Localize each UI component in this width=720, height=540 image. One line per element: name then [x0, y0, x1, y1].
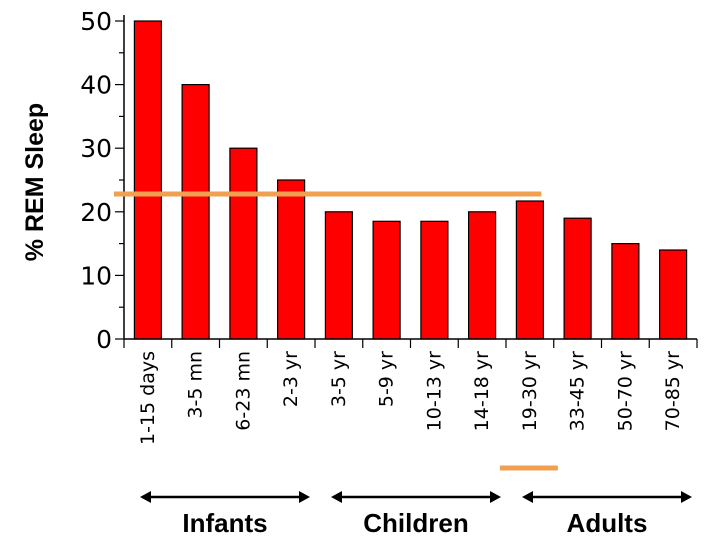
x-tick-label: 6-23 mn — [232, 351, 254, 431]
bar-3-5-mn — [181, 83, 210, 340]
bar-19-30-yr — [515, 200, 545, 340]
x-tick-label: 19-30 yr — [519, 351, 541, 431]
bar-70-85-yr — [658, 249, 688, 340]
y-tick-label: 40 — [80, 71, 112, 100]
bar-2-3-yr — [277, 179, 306, 340]
x-tick-label: 14-18 yr — [471, 351, 493, 431]
arrow-left-icon — [522, 491, 533, 503]
y-tick-label: 0 — [96, 325, 112, 354]
y-tick-label: 30 — [80, 134, 112, 163]
x-tick-label: 5-9 yr — [376, 351, 398, 407]
y-tick-label: 50 — [80, 7, 112, 36]
bar-33-45-yr — [563, 217, 592, 340]
x-tick-label: 2-3 yr — [280, 351, 302, 407]
arrow-right-icon — [681, 491, 692, 503]
bar-5-9-yr — [372, 220, 401, 340]
x-tick-label: 33-45 yr — [567, 351, 589, 431]
x-tick-label: 50-70 yr — [614, 351, 636, 431]
arrow-right-icon — [299, 491, 310, 503]
y-tick-label: 10 — [80, 261, 112, 290]
x-tick-label: 3-5 yr — [328, 351, 350, 407]
x-tick-label: 1-15 days — [137, 351, 159, 445]
x-tick-label: 70-85 yr — [662, 351, 684, 431]
arrow-left-icon — [140, 491, 151, 503]
x-tick-label: 10-13 yr — [423, 351, 445, 431]
bar-10-13-yr — [420, 220, 449, 340]
group-label-children: Children — [363, 508, 468, 538]
arrow-right-icon — [490, 491, 501, 503]
bar-3-5-yr — [324, 211, 353, 340]
y-axis-label: % REM Sleep — [21, 103, 49, 261]
bar-50-70-yr — [611, 243, 640, 340]
bar-14-18-yr — [468, 211, 497, 340]
y-tick-label: 20 — [80, 198, 112, 227]
x-tick-label: 3-5 mn — [185, 351, 207, 419]
arrow-left-icon — [331, 491, 342, 503]
group-label-adults: Adults — [567, 508, 648, 538]
bar-6-23-mn — [229, 147, 258, 340]
group-label-infants: Infants — [182, 508, 267, 538]
bar-1-15-days — [133, 20, 162, 340]
